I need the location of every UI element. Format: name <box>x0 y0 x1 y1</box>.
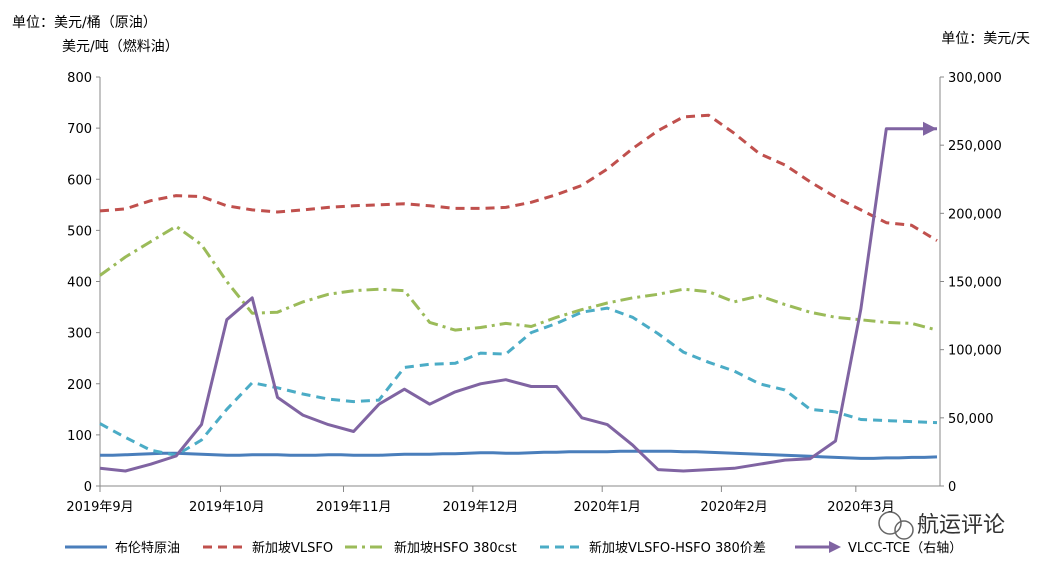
series-line-vlcc <box>99 127 937 473</box>
x-axis-ticks: 2019年9月 2019年10月 2019年11月 2019年12月 2020年1月 20… <box>66 486 895 515</box>
right-tick-label: 0 <box>948 480 956 495</box>
series-line-vlsfo <box>99 113 938 242</box>
left-axis-ticks: 0 100 200 300 400 500 600 700 800 <box>67 71 100 495</box>
legend-label-spread: 新加坡VLSFO-HSFO 380价差 <box>589 540 766 556</box>
right-tick-label: 100,000 <box>948 344 1002 359</box>
right-axis-unit: 单位：美元/天 <box>941 31 1030 47</box>
legend-arrowhead-vlcc <box>829 541 841 553</box>
legend: 布伦特原油 新加坡VLSFO 新加坡HSFO 380cst 新加坡VLSFO-HSFO… <box>65 540 962 556</box>
left-tick-label: 600 <box>67 173 92 188</box>
legend-label-vlsfo: 新加坡VLSFO <box>252 540 333 556</box>
x-tick-label: 2019年10月 <box>189 500 265 515</box>
series-lines <box>99 113 938 473</box>
right-tick-label: 50,000 <box>948 412 994 427</box>
x-tick-label: 2019年9月 <box>66 500 133 515</box>
left-tick-label: 200 <box>67 378 92 393</box>
left-tick-label: 0 <box>84 480 92 495</box>
left-tick-label: 400 <box>67 276 92 291</box>
left-axis-unit-line1: 单位：美元/桶（原油） <box>12 15 157 31</box>
x-tick-label: 2019年12月 <box>443 500 519 515</box>
right-tick-label: 250,000 <box>948 139 1002 154</box>
right-tick-label: 200,000 <box>948 207 1002 222</box>
legend-label-hsfo: 新加坡HSFO 380cst <box>394 540 517 556</box>
right-axis-ticks: 0 50,000 100,000 150,000 200,000 250,000 300,0… <box>940 71 1002 495</box>
left-tick-label: 300 <box>67 327 92 342</box>
right-tick-label: 150,000 <box>948 276 1002 291</box>
x-tick-label: 2020年3月 <box>827 500 894 515</box>
axes <box>99 77 941 487</box>
series-line-hsfo <box>99 224 938 332</box>
watermark-text: 航运评论 <box>917 513 1005 538</box>
watermark: 航运评论 <box>878 511 1005 540</box>
series-line-spread <box>99 306 938 457</box>
x-tick-label: 2019年11月 <box>316 500 392 515</box>
left-tick-label: 100 <box>67 429 92 444</box>
legend-label-vlcc: VLCC-TCE（右轴） <box>848 541 962 556</box>
left-tick-label: 500 <box>67 224 92 239</box>
legend-label-brent: 布伦特原油 <box>115 541 180 556</box>
wechat-icon <box>878 511 914 540</box>
x-tick-label: 2020年1月 <box>574 500 641 515</box>
series-line-brent <box>100 449 938 460</box>
left-tick-label: 800 <box>67 71 92 86</box>
left-axis-unit-line2: 美元/吨（燃料油） <box>62 38 179 55</box>
series-arrowhead-vlcc <box>923 121 937 136</box>
x-tick-label: 2020年2月 <box>700 500 767 515</box>
right-tick-label: 300,000 <box>948 71 1002 86</box>
left-tick-label: 700 <box>67 122 92 137</box>
